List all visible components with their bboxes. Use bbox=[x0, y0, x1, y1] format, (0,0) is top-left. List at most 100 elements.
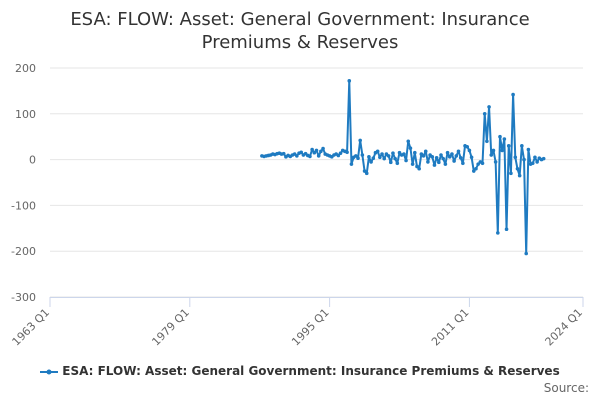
data-point bbox=[319, 149, 323, 154]
x-tick-label: 1963 Q1 bbox=[10, 306, 53, 349]
y-tick-label: -300 bbox=[11, 291, 36, 304]
data-point bbox=[489, 153, 494, 157]
data-point bbox=[345, 150, 349, 155]
data-point bbox=[281, 151, 286, 156]
data-point bbox=[393, 156, 397, 161]
source-label: Source: bbox=[543, 381, 589, 395]
data-point bbox=[467, 148, 472, 153]
data-point bbox=[471, 169, 476, 173]
data-point bbox=[434, 155, 439, 160]
data-point bbox=[391, 151, 395, 155]
legend-swatch bbox=[40, 369, 59, 374]
data-point bbox=[437, 160, 441, 165]
data-point bbox=[533, 155, 537, 160]
data-point bbox=[404, 158, 408, 163]
legend[interactable]: ESA: FLOW: Asset: General Government: In… bbox=[0, 364, 600, 378]
data-point bbox=[524, 251, 529, 256]
chart-title-line-1: ESA: FLOW: Asset: General Government: In… bbox=[70, 9, 530, 30]
data-point bbox=[364, 171, 369, 176]
data-point bbox=[496, 231, 500, 235]
data-point bbox=[369, 160, 373, 164]
data-point bbox=[388, 160, 393, 165]
data-point bbox=[535, 160, 539, 164]
data-point bbox=[504, 227, 509, 232]
series-layer bbox=[260, 79, 546, 256]
y-tick-label: -200 bbox=[11, 245, 36, 258]
data-point bbox=[295, 154, 299, 158]
legend-label: ESA: FLOW: Asset: General Government: In… bbox=[62, 364, 560, 378]
data-point bbox=[509, 171, 513, 176]
y-tick-label: 200 bbox=[15, 62, 36, 75]
data-point bbox=[480, 161, 485, 166]
data-point bbox=[314, 148, 319, 153]
chart-title: ESA: FLOW: Asset: General Government: In… bbox=[0, 8, 600, 54]
data-point bbox=[511, 92, 515, 97]
data-point bbox=[458, 155, 463, 160]
data-point bbox=[321, 146, 325, 151]
data-point bbox=[445, 150, 450, 155]
data-point bbox=[382, 156, 387, 161]
data-point bbox=[454, 154, 459, 158]
y-tick-label: 0 bbox=[29, 154, 36, 167]
data-point bbox=[408, 146, 413, 150]
data-point bbox=[316, 154, 321, 158]
data-point bbox=[517, 173, 522, 178]
data-point bbox=[336, 153, 341, 158]
data-point bbox=[356, 156, 360, 161]
data-point bbox=[439, 153, 443, 157]
data-point bbox=[465, 144, 470, 149]
data-point bbox=[338, 151, 343, 155]
data-point bbox=[308, 154, 312, 159]
data-point bbox=[450, 152, 454, 156]
data-point bbox=[360, 153, 365, 157]
data-point bbox=[430, 155, 435, 159]
gridlines bbox=[50, 67, 583, 298]
data-point bbox=[491, 148, 496, 153]
series-line bbox=[261, 79, 545, 255]
data-point bbox=[520, 144, 524, 148]
data-point bbox=[476, 162, 480, 166]
data-point bbox=[410, 162, 415, 166]
data-point bbox=[412, 150, 417, 155]
data-point bbox=[482, 112, 487, 116]
x-tick-label: 2011 Q1 bbox=[429, 306, 472, 349]
data-point bbox=[312, 150, 317, 155]
data-point bbox=[367, 155, 371, 159]
data-point bbox=[402, 152, 406, 156]
data-point bbox=[447, 155, 452, 159]
data-point bbox=[515, 166, 520, 171]
data-point bbox=[485, 139, 489, 144]
data-point bbox=[380, 152, 384, 156]
data-point bbox=[371, 156, 376, 161]
data-point bbox=[456, 149, 461, 154]
x-tick-label: 2024 Q1 bbox=[543, 306, 586, 349]
data-point bbox=[493, 160, 498, 164]
data-point bbox=[362, 169, 367, 173]
data-point bbox=[441, 156, 445, 161]
data-point bbox=[487, 105, 491, 109]
data-point bbox=[417, 166, 421, 171]
data-point bbox=[358, 138, 362, 143]
data-point bbox=[526, 147, 531, 152]
data-point bbox=[461, 161, 465, 166]
data-point bbox=[502, 137, 507, 141]
y-tick-label: -100 bbox=[11, 199, 36, 212]
data-point bbox=[354, 154, 358, 158]
data-point bbox=[469, 155, 474, 160]
data-point bbox=[452, 159, 456, 163]
data-point bbox=[522, 157, 526, 162]
data-point bbox=[375, 149, 380, 154]
data-point bbox=[406, 139, 411, 144]
y-tick-label: 100 bbox=[15, 108, 36, 121]
data-point bbox=[386, 154, 391, 158]
data-point bbox=[474, 166, 478, 171]
data-point bbox=[397, 150, 402, 155]
data-point bbox=[378, 155, 382, 160]
chart-title-line-2: Premiums & Reserves bbox=[201, 32, 399, 53]
data-point bbox=[443, 162, 448, 166]
data-point bbox=[513, 155, 518, 160]
x-tick-label: 1979 Q1 bbox=[149, 306, 192, 349]
data-point bbox=[349, 162, 354, 166]
data-point bbox=[506, 144, 511, 148]
data-point bbox=[421, 154, 426, 158]
